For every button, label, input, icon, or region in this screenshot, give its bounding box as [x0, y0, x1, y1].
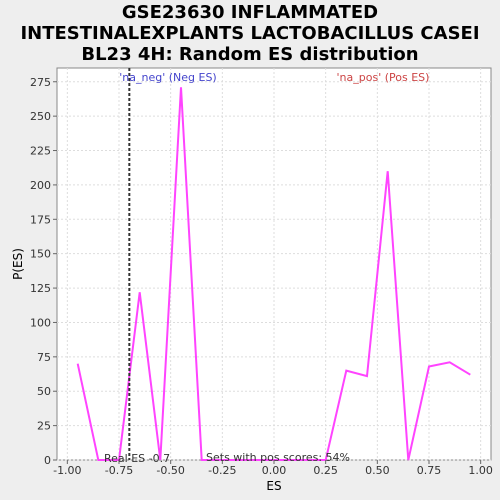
- y-tick-label: 0: [44, 454, 51, 467]
- neg-es-label: 'na_neg' (Neg ES): [119, 71, 216, 84]
- y-tick-label: 150: [30, 248, 51, 261]
- title-line-3: BL23 4H: Random ES distribution: [81, 44, 419, 65]
- x-tick-label: 0.50: [365, 464, 390, 477]
- title-line-2: INTESTINALEXPLANTS LACTOBACILLUS CASEI: [20, 23, 480, 44]
- y-axis-label: P(ES): [11, 248, 25, 280]
- real-es-label: Real ES -0.7: [104, 452, 170, 465]
- y-tick-label: 225: [30, 145, 51, 158]
- x-tick-label: 1.00: [468, 464, 493, 477]
- y-tick-label: 125: [30, 282, 51, 295]
- y-tick-label: 75: [37, 351, 51, 364]
- x-tick-label: -0.75: [105, 464, 133, 477]
- y-tick-label: 175: [30, 213, 51, 226]
- x-tick-label: 0.25: [313, 464, 338, 477]
- x-tick-label: 0.00: [262, 464, 287, 477]
- x-tick-label: 0.75: [417, 464, 442, 477]
- x-tick-label: -0.50: [156, 464, 184, 477]
- y-tick-label: 100: [30, 316, 51, 329]
- axes: -1.00 -0.75 -0.50 -0.25 0.00 0.25 0.50 0.75 1.00…: [30, 76, 493, 477]
- chart-title: GSE23630 INFLAMMATED INTESTINALEXPLANTS …: [0, 2, 500, 65]
- pos-es-label: 'na_pos' (Pos ES): [337, 71, 430, 84]
- y-tick-label: 50: [37, 385, 51, 398]
- y-tick-label: 250: [30, 110, 51, 123]
- pos-scores-label: Sets with pos scores: 54%: [206, 451, 350, 464]
- x-axis-label: ES: [266, 479, 281, 493]
- y-tick-label: 200: [30, 179, 51, 192]
- x-tick-label: -0.25: [208, 464, 236, 477]
- y-tick-label: 275: [30, 76, 51, 89]
- title-line-1: GSE23630 INFLAMMATED: [121, 2, 379, 23]
- y-tick-label: 25: [37, 420, 51, 433]
- x-tick-label: -1.00: [53, 464, 81, 477]
